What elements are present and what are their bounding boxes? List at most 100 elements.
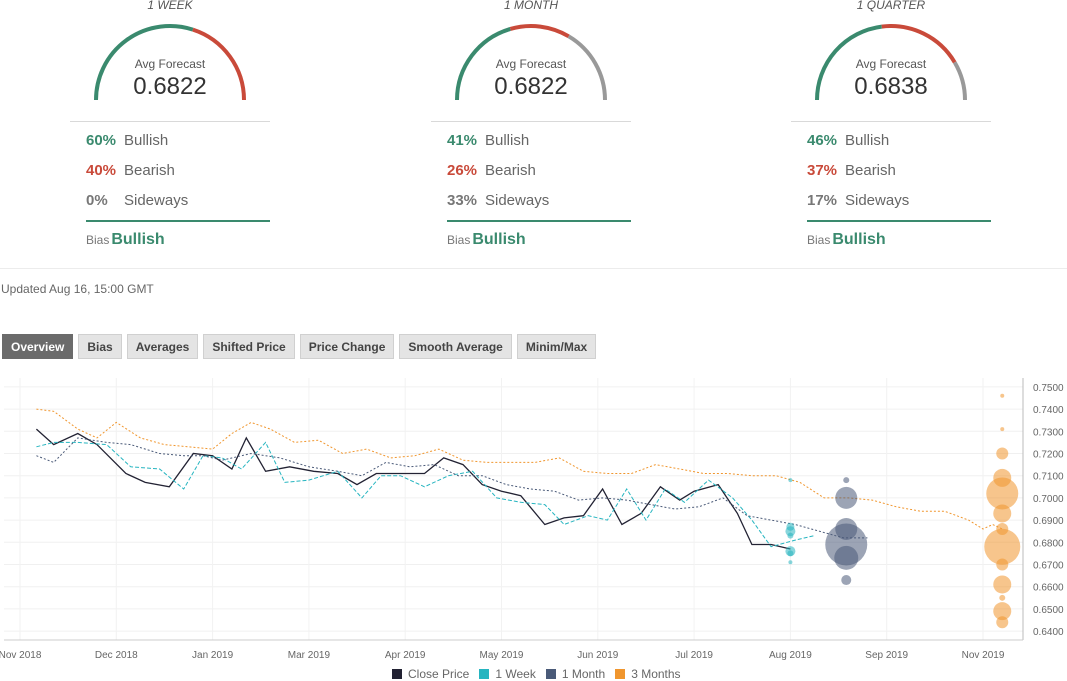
gauge-arc-bear [192,27,246,101]
forecast-bubble[interactable] [986,477,1019,510]
legend-item[interactable]: 1 Month [545,667,605,681]
tab-averages[interactable]: Averages [126,334,199,359]
forecast-bubble[interactable] [996,616,1009,629]
sideways-percent: 33% [447,192,478,209]
bias-divider [807,220,991,222]
bias-label: Bias [86,233,110,247]
x-tick-label: May 2019 [480,650,524,661]
forecast-bubble[interactable] [984,528,1021,565]
tab-minim-max[interactable]: Minim/Max [516,334,597,359]
bias-row: Bias Bullish [807,231,886,249]
updated-timestamp: Updated Aug 16, 15:00 GMT [1,282,154,296]
bias-value: Bullish [472,231,526,248]
y-tick-label: 0.6600 [1033,583,1064,594]
sideways-label: Sideways [124,192,189,209]
stat-row-sideways: 0% Sideways [86,191,188,211]
gauge-period-label: 1 QUARTER [856,0,926,12]
sideways-percent: 17% [807,192,838,209]
bias-label: Bias [807,233,831,247]
x-tick-label: Aug 2019 [769,650,812,661]
legend-label: Close Price [408,667,470,681]
legend-swatch [392,669,402,679]
forecast-bubble[interactable] [1000,427,1005,432]
forecast-bubble[interactable] [843,477,850,484]
x-tick-label: Nov 2019 [962,650,1005,661]
tab-shifted-price[interactable]: Shifted Price [203,334,295,359]
forecast-bubble[interactable] [993,575,1012,594]
bearish-label: Bearish [485,162,536,179]
gauge-arc [94,24,246,101]
series-line-close-price [35,428,791,550]
forecast-bubble[interactable] [993,602,1012,621]
gauge-arc-bull [815,24,882,101]
forecast-bubble[interactable] [1000,393,1005,398]
bias-divider [86,220,270,222]
forecast-bubble[interactable] [785,526,796,537]
legend-label: 1 Week [495,667,536,681]
forecast-bubble[interactable] [996,447,1009,460]
stat-row-sideways: 33% Sideways [447,191,549,211]
forecast-bubble[interactable] [841,575,852,586]
x-tick-label: Jun 2019 [577,650,619,661]
forecast-bubble[interactable] [788,478,793,483]
legend-item[interactable]: 3 Months [615,667,681,681]
gauge-arc-bull [94,24,194,101]
bias-value: Bullish [832,231,886,248]
chart-legend: Close Price 1 Week 1 Month 3 Months [392,667,691,681]
y-tick-label: 0.6800 [1033,538,1064,549]
forecast-bubble[interactable] [835,486,858,509]
bearish-label: Bearish [845,162,896,179]
sideways-label: Sideways [485,192,550,209]
forecast-bubble[interactable] [834,545,859,570]
x-tick-label: Jan 2019 [192,650,234,661]
y-tick-label: 0.7400 [1033,405,1064,416]
y-tick-label: 0.7300 [1033,427,1064,438]
gauge-arc-side [952,61,967,101]
gauge-divider [431,121,631,122]
tab-price-change[interactable]: Price Change [299,334,395,359]
legend-swatch [615,669,626,679]
forecast-bubble[interactable] [788,560,793,565]
chart-tabs: Overview Bias Averages Shifted Price Price C… [2,334,601,359]
y-tick-label: 0.7200 [1033,449,1064,460]
bias-value: Bullish [111,231,165,248]
series-line-1-week [36,441,815,548]
bullish-label: Bullish [124,132,169,149]
legend-swatch [545,669,556,679]
tab-overview[interactable]: Overview [2,334,74,359]
y-tick-label: 0.7000 [1033,494,1064,505]
forecast-bubble[interactable] [787,550,794,557]
gauge-avg-value: 0.6822 [494,73,568,100]
gauge-period-label: 1 WEEK [147,0,193,12]
tab-smooth-average[interactable]: Smooth Average [399,334,512,359]
series-line-1-month [36,437,868,539]
gauge-divider [791,121,991,122]
bias-divider [447,220,631,222]
x-tick-label: Dec 2018 [95,650,138,661]
legend-item[interactable]: Close Price [392,667,469,681]
forecast-bubble[interactable] [996,558,1009,571]
bearish-percent: 26% [447,162,478,179]
forecast-bubble[interactable] [993,504,1012,523]
tab-bias[interactable]: Bias [78,334,122,359]
y-tick-label: 0.6900 [1033,516,1064,527]
x-tick-label: Jul 2019 [675,650,713,661]
legend-item[interactable]: 1 Week [479,667,536,681]
stat-row-bullish: 41% Bullish [447,131,529,151]
bearish-percent: 40% [86,162,117,179]
gauge-divider [70,121,270,122]
forecast-bubble[interactable] [999,594,1006,601]
y-tick-label: 0.6400 [1033,627,1064,638]
gauge-caption: Avg Forecast [495,57,567,71]
forecast-bubble[interactable] [787,532,794,539]
gauge-avg-value: 0.6822 [133,73,207,100]
x-tick-label: Apr 2019 [385,650,426,661]
legend-swatch [479,669,490,679]
legend-label: 3 Months [631,667,681,681]
bearish-label: Bearish [124,162,175,179]
series-line-3-months [36,408,1003,530]
gauge-arc-bull [455,27,511,101]
x-tick-label: Sep 2019 [865,650,908,661]
y-tick-label: 0.7500 [1033,383,1064,394]
gauge-avg-value: 0.6838 [854,73,928,100]
